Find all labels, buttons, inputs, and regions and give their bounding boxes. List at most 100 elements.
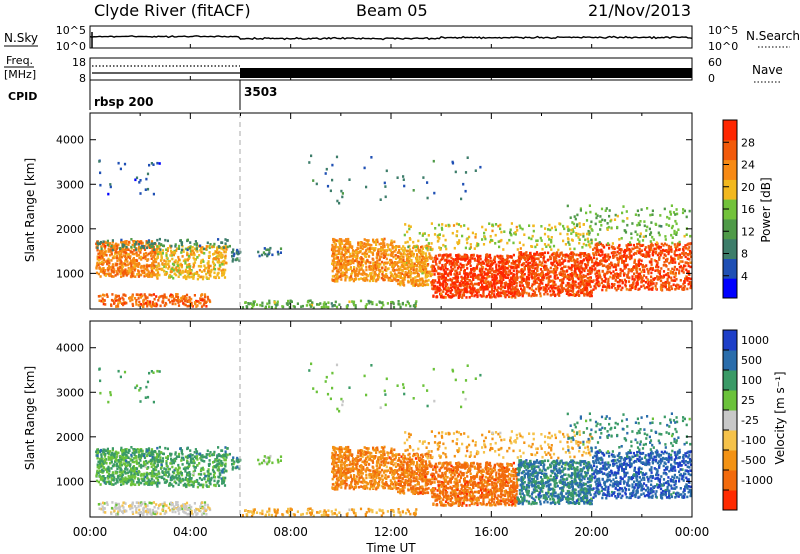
power-cell-4218 bbox=[650, 281, 653, 285]
power-cell-2249 bbox=[482, 281, 486, 284]
power-cell-2157 bbox=[402, 281, 405, 284]
power-cell-585 bbox=[219, 255, 222, 259]
power-cell-3034 bbox=[485, 253, 488, 257]
power-cell-2762 bbox=[481, 260, 484, 264]
power-cell-3952 bbox=[682, 253, 686, 257]
power-cell-1182 bbox=[217, 245, 220, 248]
power-cell-3851 bbox=[552, 258, 556, 261]
power-cell-3087 bbox=[474, 276, 477, 279]
power-cell-2610 bbox=[488, 284, 491, 287]
power-cell-4133 bbox=[690, 284, 693, 288]
power-cell-1787 bbox=[348, 245, 351, 248]
power-cell-1229 bbox=[236, 248, 239, 252]
power-cell-1111 bbox=[101, 297, 104, 300]
power-cell-2198 bbox=[418, 269, 422, 272]
power-cell-2042 bbox=[398, 248, 401, 252]
power-cell-1225 bbox=[236, 257, 239, 261]
power-cell-4958 bbox=[621, 211, 624, 215]
power-cell-4799 bbox=[510, 222, 513, 225]
power-cell-4249 bbox=[614, 251, 617, 254]
power-cell-818 bbox=[170, 275, 173, 278]
power-cell-437 bbox=[109, 250, 112, 253]
power-cell-4793 bbox=[464, 246, 467, 250]
power-cell-3606 bbox=[519, 292, 522, 295]
power-cell-3985 bbox=[673, 265, 676, 269]
power-cell-494 bbox=[127, 243, 130, 247]
power-cell-757 bbox=[197, 274, 200, 277]
power-cell-1848 bbox=[374, 247, 377, 250]
power-cell-634 bbox=[164, 262, 167, 266]
power-cell-4740 bbox=[513, 232, 516, 235]
power-cell-1080 bbox=[131, 294, 134, 298]
power-cell-555 bbox=[178, 263, 181, 267]
power-cell-645 bbox=[175, 247, 179, 250]
power-cell-1511 bbox=[388, 248, 391, 251]
power-cell-4689 bbox=[587, 243, 591, 247]
power-cell-1117 bbox=[131, 298, 134, 302]
power-cell-2570 bbox=[464, 259, 467, 262]
power-cell-4776 bbox=[445, 247, 448, 251]
power-cell-1160 bbox=[137, 243, 140, 246]
power-cell-4717 bbox=[536, 243, 539, 246]
power-cell-218 bbox=[105, 272, 108, 276]
power-cell-1849 bbox=[340, 256, 343, 260]
power-cell-1099 bbox=[182, 302, 185, 305]
power-cell-3590 bbox=[544, 273, 548, 276]
power-cell-3377 bbox=[577, 290, 580, 293]
power-cell-1960 bbox=[400, 247, 403, 250]
power-cell-205 bbox=[131, 243, 134, 247]
power-cell-469 bbox=[130, 272, 133, 276]
power-cell-404 bbox=[124, 242, 127, 245]
power-cell-3227 bbox=[523, 268, 526, 271]
power-cell-694 bbox=[189, 270, 192, 273]
power-cell-4464 bbox=[689, 251, 692, 255]
power-cell-4773 bbox=[436, 235, 439, 239]
power-cell-3613 bbox=[526, 257, 529, 260]
power-cell-4099 bbox=[606, 267, 609, 270]
power-cell-4635 bbox=[643, 255, 647, 258]
power-cell-3357 bbox=[519, 251, 523, 254]
power-cell-2206 bbox=[414, 279, 418, 282]
power-cell-4819 bbox=[554, 228, 557, 232]
power-cell-2203 bbox=[419, 260, 422, 264]
power-cell-4630 bbox=[631, 286, 634, 290]
power-cell-375 bbox=[119, 256, 122, 259]
power-cell-4480 bbox=[618, 252, 621, 255]
power-cell-2305 bbox=[466, 262, 470, 265]
power-cell-602 bbox=[184, 247, 187, 251]
power-cell-4857 bbox=[519, 226, 522, 230]
power-cell-4538 bbox=[674, 261, 677, 264]
power-cell-1593 bbox=[385, 257, 388, 261]
power-cell-4545 bbox=[606, 282, 609, 286]
power-cell-2340 bbox=[459, 293, 462, 297]
power-cell-2121 bbox=[396, 261, 399, 264]
power-cell-703 bbox=[194, 272, 197, 275]
power-cell-1725 bbox=[337, 271, 340, 274]
power-cell-836 bbox=[175, 273, 178, 277]
power-cell-1071 bbox=[101, 300, 105, 303]
power-cell-688 bbox=[180, 265, 184, 269]
power-cell-895 bbox=[213, 267, 217, 271]
power-cell-3776 bbox=[549, 294, 552, 297]
power-cell-2452 bbox=[496, 272, 499, 276]
power-cell-4797 bbox=[563, 227, 566, 231]
power-cell-4370 bbox=[688, 280, 691, 284]
power-cell-735 bbox=[181, 244, 184, 248]
power-cell-3769 bbox=[561, 270, 564, 273]
power-cell-4605 bbox=[671, 271, 675, 274]
power-cell-4265 bbox=[606, 255, 610, 258]
power-cell-4844 bbox=[430, 242, 433, 245]
power-cell-3195 bbox=[526, 258, 529, 262]
power-cell-3773 bbox=[564, 259, 567, 262]
power-cell-503 bbox=[115, 263, 118, 267]
power-cell-3405 bbox=[578, 287, 581, 290]
power-cell-4225 bbox=[616, 258, 619, 261]
power-cell-2907 bbox=[455, 271, 459, 275]
power-cell-4910 bbox=[634, 213, 637, 216]
power-cell-819 bbox=[156, 245, 159, 248]
power-cell-187 bbox=[146, 253, 149, 257]
power-cell-3813 bbox=[579, 280, 582, 284]
power-cell-4931 bbox=[638, 240, 641, 243]
power-cell-3785 bbox=[532, 276, 536, 279]
power-cell-1534 bbox=[385, 269, 388, 272]
